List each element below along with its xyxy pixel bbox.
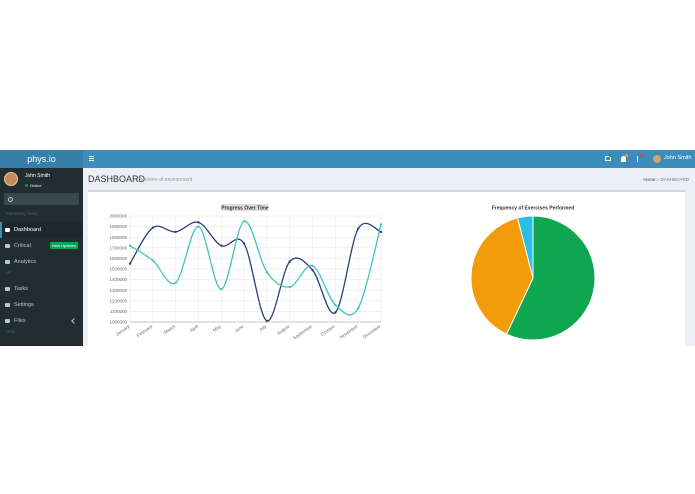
- menu-icon: [5, 228, 10, 232]
- navbar: John Smith: [83, 150, 695, 168]
- menu-icon: [5, 319, 10, 323]
- menu-icon: [5, 287, 10, 291]
- user-avatar-small[interactable]: [653, 155, 661, 163]
- breadcrumb-home[interactable]: Home: [643, 177, 656, 182]
- page-bottom: [0, 346, 695, 494]
- menu-item[interactable]: Analytics: [0, 254, 83, 270]
- menu-item[interactable]: Settings: [0, 297, 83, 313]
- content: DASHBOARD Overview of environment Home >…: [83, 168, 695, 346]
- page-title: DASHBOARD: [88, 174, 146, 184]
- breadcrumb-current: DASHBOARD: [660, 177, 689, 182]
- menu-item[interactable]: Tasks: [0, 281, 83, 297]
- search-box[interactable]: [4, 193, 79, 205]
- notifications-badge: [625, 154, 628, 157]
- menu-label: Tasks: [14, 286, 29, 292]
- chart-box: [88, 190, 685, 346]
- user-avatar: [4, 172, 18, 186]
- search-icon: [8, 197, 13, 202]
- notifications-icon[interactable]: [621, 156, 626, 162]
- menu-item[interactable]: Dashboard: [0, 222, 83, 238]
- menu-badge: New Updates: [49, 242, 78, 249]
- menu-toggle-mid: [89, 158, 94, 159]
- status-dot: [25, 184, 28, 187]
- page-subtitle: Overview of environment: [137, 177, 193, 183]
- breadcrumb: Home > DASHBOARD: [643, 177, 689, 182]
- menu-item[interactable]: Files: [0, 313, 83, 329]
- user-panel-name: John Smith: [25, 173, 51, 179]
- tasks-icon[interactable]: [637, 156, 642, 162]
- menu-label: Analytics: [14, 259, 37, 265]
- menu-arrow: [71, 318, 77, 324]
- menu-icon: [5, 244, 10, 248]
- menu-label: Files: [14, 318, 26, 324]
- menu-header: Hr: [6, 270, 11, 275]
- tasks-badge: [640, 154, 643, 157]
- menu-label: Settings: [14, 302, 34, 308]
- menu-toggle[interactable]: [89, 156, 94, 161]
- breadcrumb-sep: >: [656, 177, 661, 182]
- menu-header: Help: [6, 329, 16, 334]
- menu-header: Marketing Tools: [6, 211, 38, 216]
- user-status: Online: [30, 183, 42, 188]
- menu-icon: [5, 303, 10, 307]
- menu-label: Dashboard: [14, 227, 41, 233]
- messages-icon[interactable]: [605, 156, 611, 161]
- logo-bar[interactable]: phys.io: [0, 150, 83, 168]
- menu-label: Critical: [14, 243, 31, 249]
- messages-badge: [609, 154, 612, 157]
- menu-icon: [5, 260, 10, 264]
- user-name[interactable]: John Smith: [664, 155, 692, 161]
- menu-item[interactable]: Critical New Updates: [0, 238, 83, 254]
- sidebar: John Smith Online Marketing Tools Dashboa…: [0, 168, 83, 346]
